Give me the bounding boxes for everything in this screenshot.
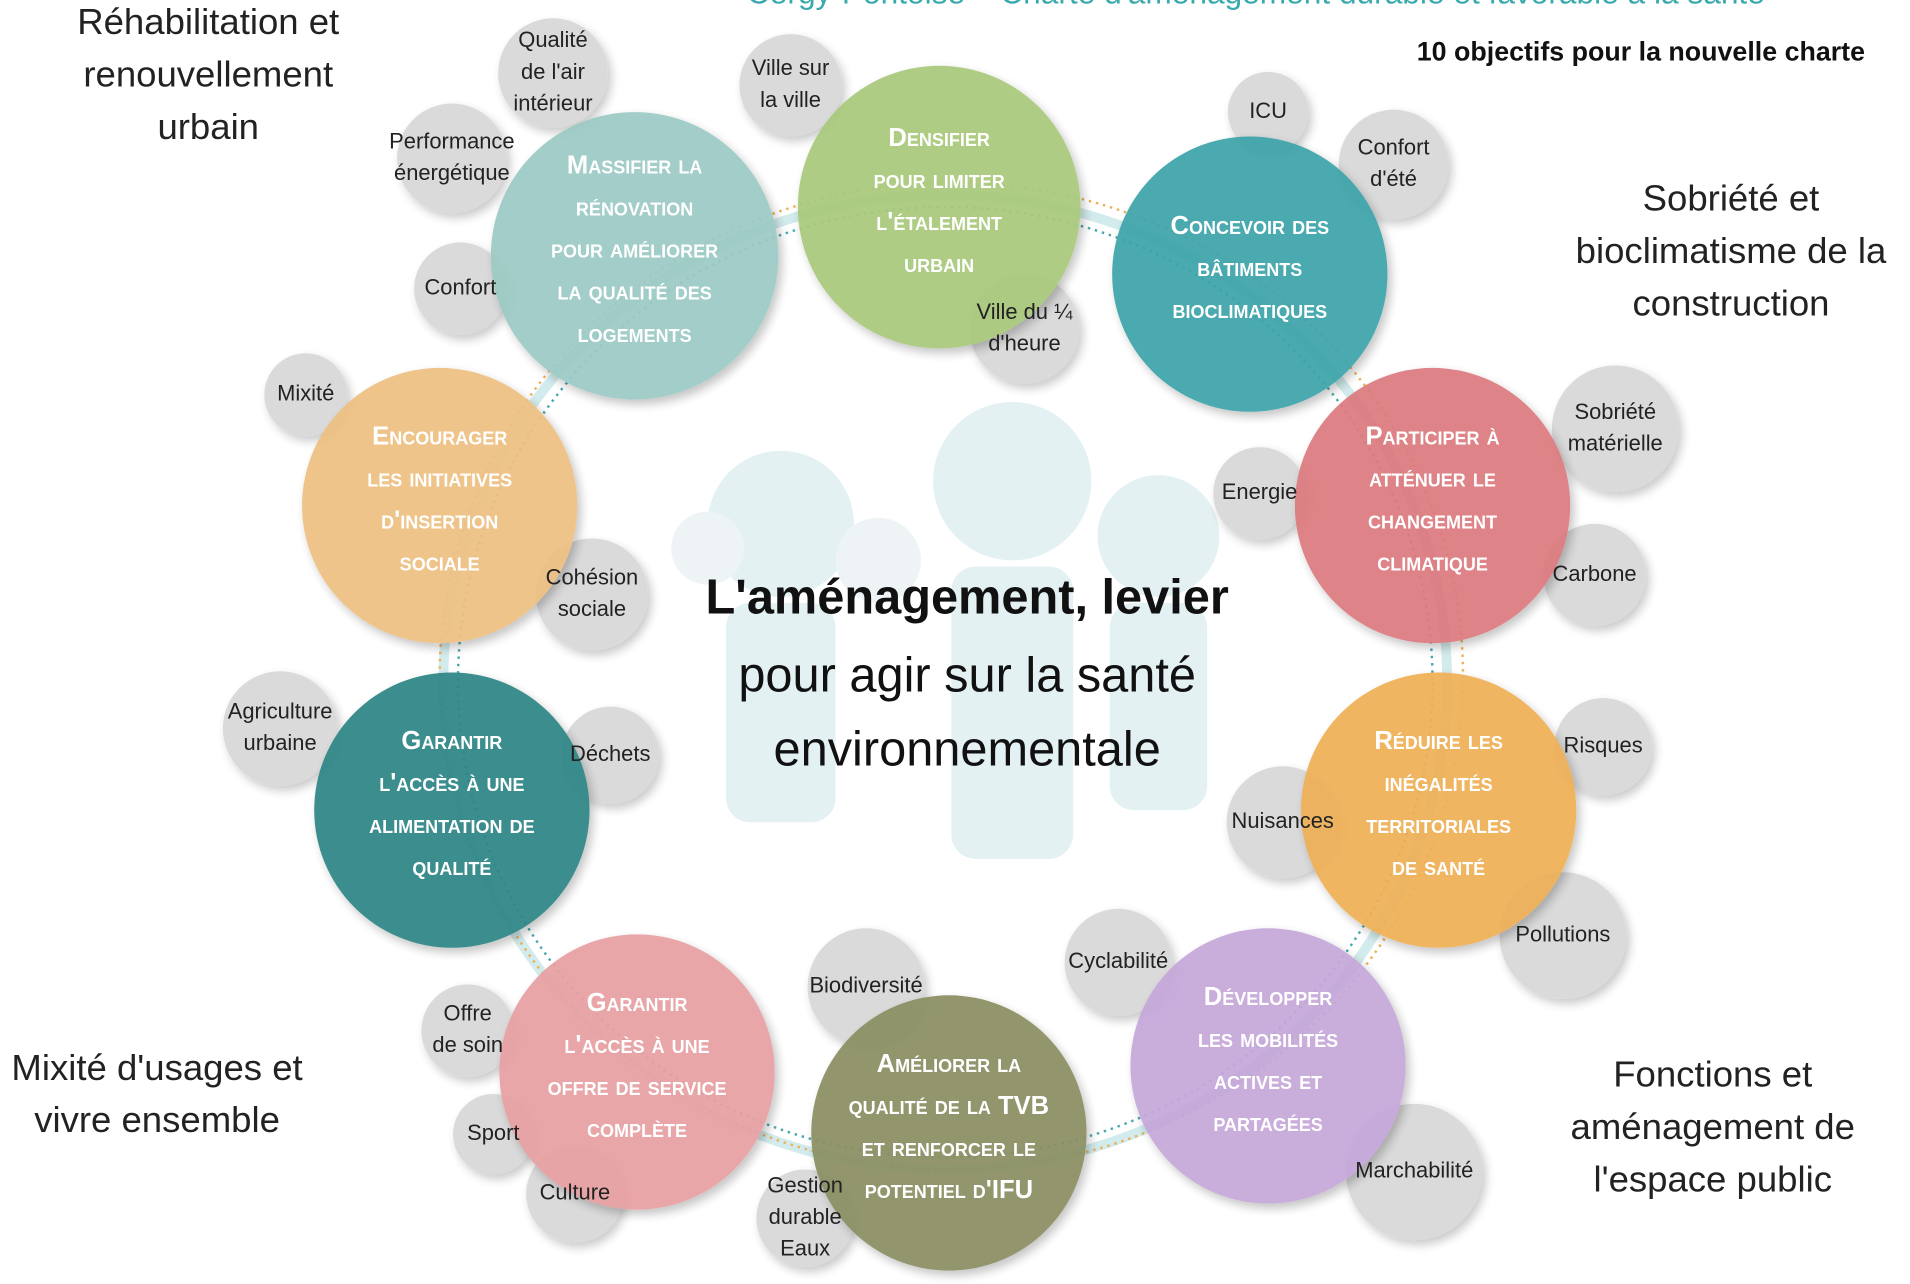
objective-label: bâtiments xyxy=(1197,254,1302,282)
objective-label: d'insertion xyxy=(381,506,498,534)
objective-label: bioclimatiques xyxy=(1172,296,1327,324)
objective-label: Développer xyxy=(1204,983,1333,1011)
objective-label: la qualité des xyxy=(557,278,711,306)
tag-label: Agriculture xyxy=(228,698,333,723)
objective-label: Garantir xyxy=(401,727,502,755)
tag-label: Offre xyxy=(444,1001,492,1026)
objective-label: climatique xyxy=(1377,548,1488,576)
title: Cergy-Pontoise – Charte d'aménagement du… xyxy=(747,0,1765,10)
tag-label: Performance xyxy=(389,128,514,153)
tag-label: Sport xyxy=(467,1120,519,1145)
tag-label: intérieur xyxy=(513,91,592,116)
objective-label: territoriales xyxy=(1366,811,1511,839)
tag-label: Cohésion xyxy=(546,564,639,589)
theme-label: aménagement de xyxy=(1571,1106,1855,1147)
tag-label: énergétique xyxy=(394,160,510,185)
objective-label: offre de service xyxy=(548,1073,727,1101)
theme-label: renouvellement xyxy=(83,53,333,94)
tag-label: Qualité xyxy=(518,27,587,52)
content: Réhabilitation et renouvellement urbain Sob… xyxy=(11,1,1887,1271)
objective-label: de santé xyxy=(1392,853,1485,881)
tag-label: de soin xyxy=(432,1032,503,1057)
objective-label: l'accès à une xyxy=(379,769,524,797)
tag-label: Gestion xyxy=(767,1172,842,1197)
objective-label: Garantir xyxy=(587,989,688,1017)
theme-label: bioclimatisme de la xyxy=(1576,230,1887,271)
objective-label: partagées xyxy=(1213,1109,1322,1137)
objective-label: sociale xyxy=(400,548,480,576)
objective-label: atténuer le xyxy=(1369,464,1496,492)
tag-label: Confort xyxy=(1358,134,1430,159)
tag-bubble xyxy=(223,671,338,786)
tag-bubble xyxy=(1552,365,1679,492)
objective-label: alimentation de xyxy=(369,811,534,839)
objective-label: Améliorer la xyxy=(877,1050,1022,1078)
tag-label: durable xyxy=(769,1204,842,1229)
tag-label: Biodiversité xyxy=(809,973,922,998)
theme-label: Sobriété et xyxy=(1643,178,1820,219)
objective-label: pour limiter xyxy=(874,166,1005,194)
tag-bubble xyxy=(739,34,841,136)
objective-label: l'accès à une xyxy=(564,1031,709,1059)
theme-label: l'espace public xyxy=(1593,1158,1832,1199)
tag-label: urbaine xyxy=(244,730,317,755)
objective-label: inégalités xyxy=(1385,769,1493,797)
tag-label: Sobriété xyxy=(1574,399,1656,424)
objective-label: rénovation xyxy=(576,194,693,222)
objective-label: les initiatives xyxy=(367,464,512,492)
theme-label: Réhabilitation et xyxy=(77,1,339,42)
diagram: Cergy-Pontoise – Charte d'aménagement du… xyxy=(0,0,1910,1284)
objective-label: logements xyxy=(578,320,692,348)
theme-label: Mixité d'usages et xyxy=(11,1047,302,1088)
objective-label: pour améliorer xyxy=(551,236,718,264)
subtitle: 10 objectifs pour la nouvelle charte xyxy=(1417,37,1865,67)
objective-label: potentiel d'IFU xyxy=(865,1176,1033,1204)
objective-label: et renforcer le xyxy=(862,1134,1036,1162)
theme-label: vivre ensemble xyxy=(34,1099,280,1140)
tag-label: Mixité xyxy=(277,380,334,405)
objective-label: Massifier la xyxy=(567,152,702,180)
objective-label: qualité xyxy=(412,853,491,881)
tag-label: Culture xyxy=(540,1180,611,1205)
tag-label: Eaux xyxy=(780,1236,830,1261)
theme-label: Fonctions et xyxy=(1613,1054,1812,1095)
theme-label: urbain xyxy=(157,106,259,147)
tag-label: Déchets xyxy=(570,741,650,766)
tag-label: d'heure xyxy=(988,331,1060,356)
tag-bubble xyxy=(397,104,507,214)
tag-label: Energie xyxy=(1222,479,1298,504)
tag-label: d'été xyxy=(1370,166,1417,191)
objective-label: Réduire les xyxy=(1374,727,1503,755)
background-figures xyxy=(671,402,1219,859)
objective-label: Concevoir des xyxy=(1171,212,1330,240)
objective-label: urbain xyxy=(904,250,974,278)
tag-label: sociale xyxy=(558,596,626,621)
tag-label: ICU xyxy=(1249,98,1287,123)
tag-label: Ville sur xyxy=(752,55,830,80)
tag-label: Pollutions xyxy=(1515,921,1610,946)
center-headline: L'aménagement, levier xyxy=(706,570,1229,624)
objective-label: les mobilités xyxy=(1198,1025,1338,1053)
tag-label: la ville xyxy=(760,87,821,112)
theme-label: construction xyxy=(1633,282,1830,323)
objective-label: qualité de la TVB xyxy=(849,1092,1049,1120)
tag-label: Ville du ¼ xyxy=(977,299,1074,324)
tag-label: matérielle xyxy=(1568,430,1663,455)
tag-label: Risques xyxy=(1564,733,1643,758)
center-line: pour agir sur la santé xyxy=(738,648,1196,702)
tag-label: Nuisances xyxy=(1232,808,1334,833)
objective-label: Densifier xyxy=(888,124,990,152)
tag-label: Carbone xyxy=(1553,561,1637,586)
tag-label: Cyclabilité xyxy=(1068,948,1168,973)
objective-label: Participer à xyxy=(1365,422,1499,450)
objective-label: l'étalement xyxy=(876,208,1002,236)
tag-label: de l'air xyxy=(521,59,585,84)
objective-label: actives et xyxy=(1214,1067,1322,1095)
objective-label: changement xyxy=(1368,506,1497,534)
center-line: environnementale xyxy=(774,723,1161,777)
tag-label: Confort xyxy=(424,275,496,300)
objective-label: Encourager xyxy=(372,422,507,450)
tag-label: Marchabilité xyxy=(1355,1158,1473,1183)
objective-label: complète xyxy=(587,1115,687,1143)
